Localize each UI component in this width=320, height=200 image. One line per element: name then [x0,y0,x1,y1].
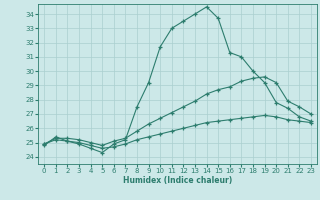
X-axis label: Humidex (Indice chaleur): Humidex (Indice chaleur) [123,176,232,185]
